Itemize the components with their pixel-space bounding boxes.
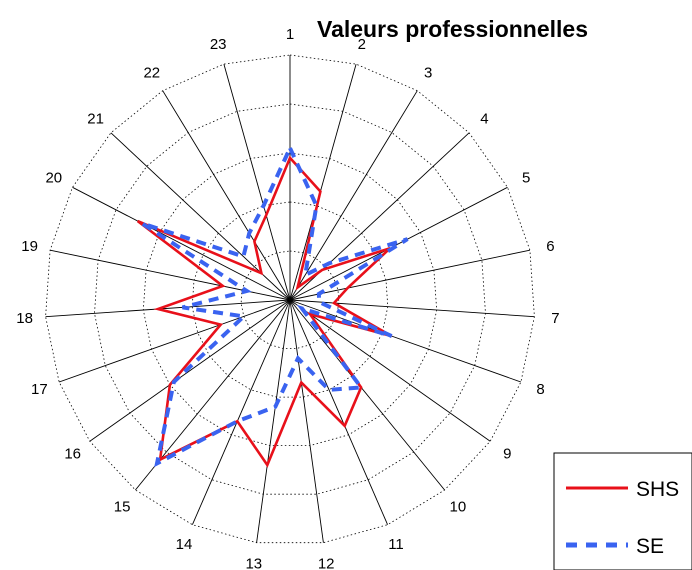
axis-label-8: 8: [536, 381, 544, 398]
axis-label-16: 16: [64, 445, 81, 462]
series-shs: [136, 155, 393, 468]
axis-label-10: 10: [450, 498, 467, 515]
grid-rings: [45, 54, 535, 544]
axis-label-18: 18: [16, 310, 33, 327]
spoke-2: [289, 63, 357, 301]
spoke-10: [289, 299, 445, 491]
axis-label-12: 12: [318, 556, 335, 570]
axis-label-1: 1: [286, 26, 294, 43]
spoke-9: [289, 299, 491, 442]
axis-label-19: 19: [21, 238, 38, 255]
axis-label-21: 21: [87, 110, 104, 127]
axis-label-14: 14: [176, 536, 193, 553]
axis-label-11: 11: [388, 536, 404, 553]
axis-label-17: 17: [31, 381, 48, 398]
spoke-13: [256, 299, 291, 543]
spoke-21: [110, 132, 291, 301]
spoke-12: [289, 299, 324, 543]
spoke-22: [162, 90, 291, 301]
legend: SHS SE: [553, 452, 692, 570]
spoke-11: [289, 299, 389, 525]
series-layer: [136, 143, 409, 468]
spoke-16: [89, 299, 291, 442]
spoke-17: [58, 299, 291, 383]
spoke-6: [289, 249, 530, 301]
legend-label-shs: SHS: [636, 478, 679, 501]
axis-label-13: 13: [245, 556, 262, 570]
spoke-20: [72, 186, 291, 301]
axis-label-6: 6: [546, 238, 554, 255]
axis-label-9: 9: [503, 445, 511, 462]
grid-ring-1: [240, 250, 340, 349]
axis-label-2: 2: [358, 36, 366, 53]
spoke-3: [289, 90, 418, 301]
spoke-18: [45, 299, 291, 318]
axis-label-20: 20: [45, 170, 62, 187]
grid-ring-4: [94, 103, 486, 495]
spoke-19: [50, 249, 291, 301]
spoke-23: [223, 63, 291, 301]
axis-label-23: 23: [210, 36, 227, 53]
chart-title: Valeurs professionnelles: [317, 16, 588, 42]
spoke-8: [289, 299, 522, 383]
spoke-7: [289, 299, 535, 318]
spoke-5: [289, 186, 508, 301]
spoke-14: [191, 299, 291, 525]
axis-label-22: 22: [143, 65, 160, 82]
series-se: [141, 143, 409, 468]
axis-label-7: 7: [551, 310, 559, 327]
axis-label-15: 15: [114, 498, 131, 515]
legend-label-se: SE: [636, 535, 664, 558]
axis-label-3: 3: [424, 65, 432, 82]
axis-label-5: 5: [522, 170, 530, 187]
grid-ring-3: [142, 152, 438, 447]
spokes: [45, 55, 535, 543]
legend-box: [553, 452, 692, 570]
axis-label-4: 4: [480, 110, 488, 127]
